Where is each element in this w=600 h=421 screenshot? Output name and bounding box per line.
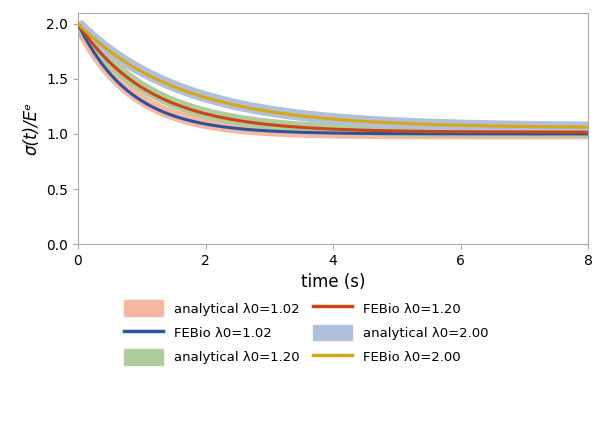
Y-axis label: σ(t)/Eᵉ: σ(t)/Eᵉ bbox=[23, 102, 41, 155]
X-axis label: time (s): time (s) bbox=[301, 274, 365, 291]
Legend: analytical λ0=1.02, FEBio λ0=1.02, analytical λ0=1.20, FEBio λ0=1.20, analytical: analytical λ0=1.02, FEBio λ0=1.02, analy… bbox=[118, 295, 494, 370]
